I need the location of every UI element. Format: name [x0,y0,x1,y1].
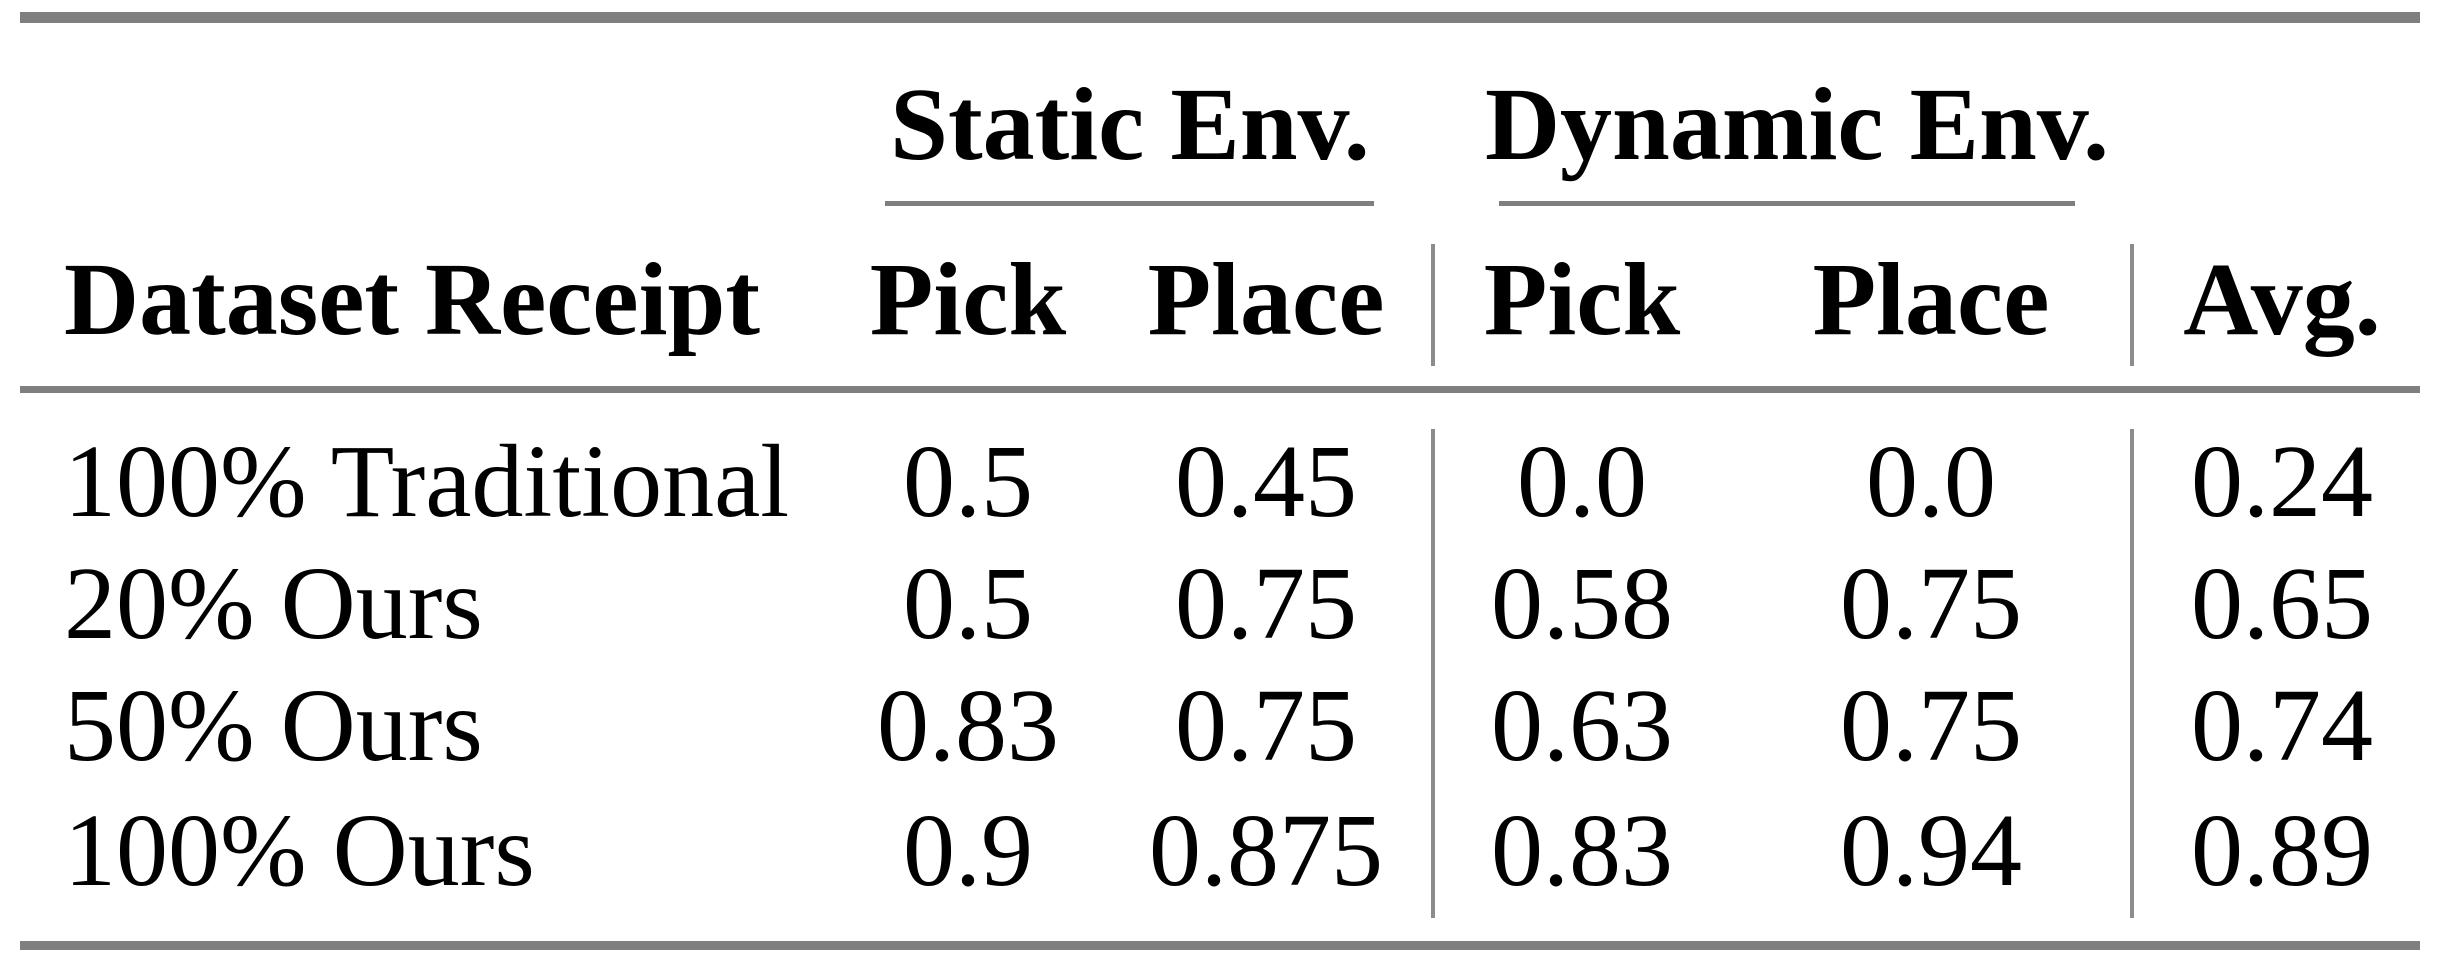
row-3-label: 100% Ours [64,793,535,908]
column-header-dynamic-place: Place [1812,242,2050,357]
row-3-dynamic-pick: 0.83 [1491,793,1673,908]
bottom-rule [20,941,2420,950]
static-env-cmidrule [885,201,1374,206]
column-separator-1-header [1431,244,1435,366]
column-header-static-place: Place [1147,242,1385,357]
row-0-static-pick: 0.5 [903,424,1033,539]
row-0-avg: 0.24 [2191,424,2373,539]
row-3-static-pick: 0.9 [903,793,1033,908]
row-3-dynamic-place: 0.94 [1840,793,2022,908]
column-header-avg: Avg. [2183,242,2381,357]
row-0-label: 100% Traditional [64,424,790,539]
column-separator-2-header [2130,244,2134,366]
mid-rule [20,386,2420,393]
group-header-dynamic-env: Dynamic Env. [1484,67,2110,182]
column-separator-1-body [1431,429,1435,918]
column-header-dynamic-pick: Pick [1483,242,1681,357]
row-1-static-place: 0.75 [1175,546,1357,661]
row-3-static-place: 0.875 [1149,793,1383,908]
column-header-static-pick: Pick [869,242,1067,357]
row-1-avg: 0.65 [2191,546,2373,661]
row-2-dynamic-pick: 0.63 [1491,668,1673,783]
row-0-static-place: 0.45 [1175,424,1357,539]
row-1-dynamic-pick: 0.58 [1491,546,1673,661]
group-header-static-env: Static Env. [890,67,1370,182]
dynamic-env-cmidrule [1499,201,2075,206]
top-rule [20,12,2420,23]
row-2-avg: 0.74 [2191,668,2373,783]
row-0-dynamic-place: 0.0 [1866,424,1996,539]
row-1-static-pick: 0.5 [903,546,1033,661]
row-1-label: 20% Ours [64,546,483,661]
column-header-dataset-receipt: Dataset Receipt [64,242,760,357]
column-separator-2-body [2130,429,2134,918]
row-2-dynamic-place: 0.75 [1840,668,2022,783]
row-0-dynamic-pick: 0.0 [1517,424,1647,539]
row-1-dynamic-place: 0.75 [1840,546,2022,661]
row-2-label: 50% Ours [64,668,483,783]
row-2-static-pick: 0.83 [877,668,1059,783]
row-2-static-place: 0.75 [1175,668,1357,783]
row-3-avg: 0.89 [2191,793,2373,908]
